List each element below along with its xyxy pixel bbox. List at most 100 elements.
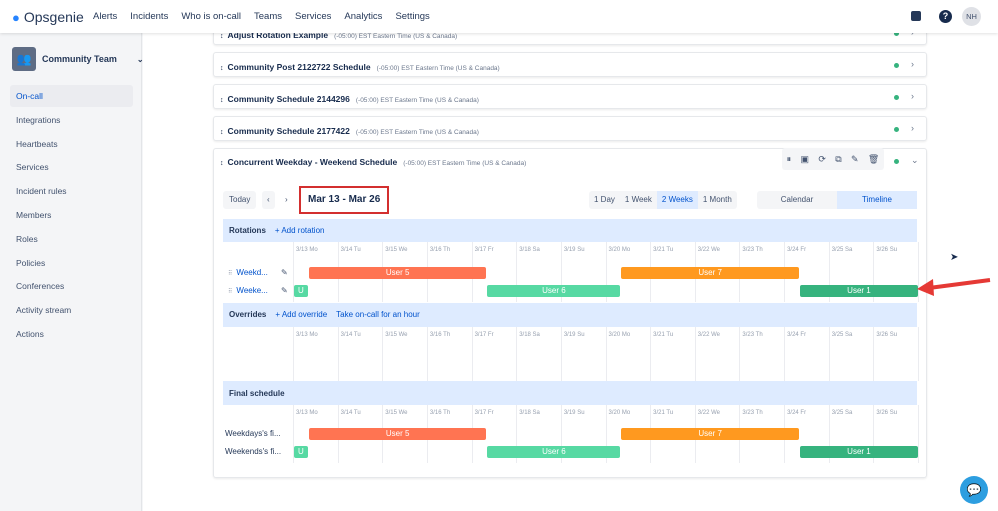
chevron-down-icon: ⌄ xyxy=(136,54,144,64)
schedule-title[interactable]: ↕ Adjust Rotation Example (-05:00) EST Eas… xyxy=(220,30,457,40)
grid-line xyxy=(694,327,696,381)
opsgenie-logo[interactable]: ● Opsgenie xyxy=(12,9,84,25)
drag-handle-icon[interactable]: ↕ xyxy=(220,160,224,167)
view-1-week[interactable]: 1 Week xyxy=(624,195,652,204)
rotation-row-label[interactable]: ⠿ Weekd... xyxy=(228,268,268,277)
shift-bar[interactable]: U xyxy=(294,446,308,458)
view-2-weeks[interactable]: 2 Weeks xyxy=(656,191,698,209)
shift-bar[interactable]: User 1 xyxy=(799,446,918,458)
schedule-title[interactable]: ↕ Community Schedule 2177422 (-05:00) EST … xyxy=(220,126,479,136)
mode-timeline[interactable]: Timeline xyxy=(837,191,917,209)
grid-line xyxy=(337,327,339,381)
sidebar-item-on-call[interactable]: On-call xyxy=(10,85,133,107)
nav-settings[interactable]: Settings xyxy=(395,11,430,22)
nav-incidents[interactable]: Incidents xyxy=(130,11,169,22)
edit-icon[interactable]: ✎ xyxy=(281,268,288,277)
grid-line xyxy=(873,327,875,381)
sync-icon[interactable]: ⟳ xyxy=(818,153,826,164)
shift-bar[interactable]: User 6 xyxy=(487,446,621,458)
drag-handle-icon[interactable]: ⠿ xyxy=(228,271,233,277)
grid-line xyxy=(516,405,518,463)
schedule-timezone: (-05:00) EST Eastern Time (US & Canada) xyxy=(355,129,479,136)
drag-handle-icon[interactable]: ↕ xyxy=(220,129,224,136)
rotation-row-label[interactable]: ⠿ Weeke... xyxy=(228,286,268,295)
apps-icon[interactable] xyxy=(911,11,921,21)
top-navigation: ● Opsgenie Alerts Incidents Who is on-call T… xyxy=(0,0,998,33)
status-dot xyxy=(894,159,899,164)
final-row-label[interactable]: Weekends's fi... xyxy=(225,447,281,456)
drag-handle-icon[interactable]: ↕ xyxy=(220,65,224,72)
day-label: 3/15 We xyxy=(385,332,408,338)
schedule-timezone: (-05:00) EST Eastern Time (US & Canada) xyxy=(376,65,500,72)
prev-button[interactable]: ‹ xyxy=(262,191,275,209)
drag-handle-icon[interactable]: ↕ xyxy=(220,97,224,104)
sidebar-item-services[interactable]: Services xyxy=(16,162,49,173)
day-label: 3/24 Fr xyxy=(787,332,807,338)
day-label: 3/26 Su xyxy=(876,332,898,338)
overrides-header: Overrides + Add override Take on-call for … xyxy=(223,303,917,327)
day-label: 3/16 Th xyxy=(429,410,451,416)
sidebar-item-integrations[interactable]: Integrations xyxy=(16,114,61,125)
help-icon[interactable]: ? xyxy=(939,10,952,23)
status-dot xyxy=(894,127,899,132)
red-arrow-annotation xyxy=(917,278,991,296)
add-override-link[interactable]: + Add override xyxy=(275,310,328,319)
day-label: 3/13 Mo xyxy=(296,332,318,338)
shift-bar[interactable]: User 7 xyxy=(621,267,799,279)
grid-line xyxy=(828,405,830,463)
drag-handle-icon[interactable]: ↕ xyxy=(220,33,224,40)
view-1-day[interactable]: 1 Day xyxy=(594,195,615,204)
shift-bar[interactable]: User 1 xyxy=(799,285,918,297)
sidebar-item-incident-rules[interactable]: Incident rules xyxy=(16,186,67,197)
user-avatar[interactable]: NH xyxy=(962,7,981,26)
status-dot xyxy=(894,31,899,36)
day-label: 3/14 Tu xyxy=(340,247,361,253)
chat-button[interactable]: 💬 xyxy=(960,476,988,504)
today-button[interactable]: Today xyxy=(223,191,257,209)
add-rotation-link[interactable]: + Add rotation xyxy=(274,226,325,235)
sidebar-item-conferences[interactable]: Conferences xyxy=(16,281,65,292)
nav-services[interactable]: Services xyxy=(294,11,332,22)
sidebar-item-members[interactable]: Members xyxy=(16,210,52,220)
copy-icon[interactable]: ⧉ xyxy=(835,153,842,164)
nav-alerts[interactable]: Alerts xyxy=(93,11,118,22)
shift-bar[interactable]: User 6 xyxy=(487,285,621,297)
final-row-label[interactable]: Weekdays's fi... xyxy=(225,429,281,438)
sidebar-item-actions[interactable]: Actions xyxy=(16,329,44,339)
shift-bar[interactable]: User 5 xyxy=(308,428,487,440)
day-label: 3/21 Tu xyxy=(653,410,674,416)
day-label: 3/18 Sa xyxy=(519,332,540,338)
next-button[interactable]: › xyxy=(285,195,288,204)
take-oncall-link[interactable]: Take on-call for an hour xyxy=(336,310,420,319)
schedule-card: ↕ Community Post 2122722 Schedule (-05:00)… xyxy=(213,52,927,77)
shift-bar[interactable]: U xyxy=(294,285,308,297)
edit-icon[interactable]: ✎ xyxy=(850,153,859,164)
grid-line xyxy=(605,405,607,463)
sidebar-item-heartbeats[interactable]: Heartbeats xyxy=(16,138,58,149)
chevron-right-icon[interactable]: › xyxy=(911,123,914,133)
view-1-month[interactable]: 1 Month xyxy=(702,195,732,204)
grid-line xyxy=(293,327,294,381)
chevron-right-icon[interactable]: › xyxy=(911,59,914,69)
sidebar-item-activity-stream[interactable]: Activity stream xyxy=(16,305,72,316)
shift-bar[interactable]: User 7 xyxy=(621,428,799,440)
mode-calendar[interactable]: Calendar xyxy=(780,195,814,204)
nav-teams[interactable]: Teams xyxy=(254,11,282,22)
schedule-title[interactable]: ↕ Community Schedule 2144296 (-05:00) EST … xyxy=(220,94,479,104)
sidebar-item-roles[interactable]: Roles xyxy=(16,233,38,244)
sidebar-item-policies[interactable]: Policies xyxy=(16,257,46,268)
nav-analytics[interactable]: Analytics xyxy=(344,11,383,22)
delete-icon[interactable]: 🗑 xyxy=(867,153,880,164)
calendar-icon[interactable]: ▣ xyxy=(800,153,810,164)
grid-line xyxy=(426,327,428,381)
nav-who-is-on-call[interactable]: Who is on-call xyxy=(181,11,241,22)
pause-icon[interactable]: ⏸ xyxy=(786,153,792,164)
edit-icon[interactable]: ✎ xyxy=(281,286,288,295)
team-selector[interactable]: 👥 Community Team ⌄ xyxy=(12,47,144,71)
shift-bar[interactable]: User 5 xyxy=(308,267,487,279)
chevron-right-icon[interactable]: › xyxy=(911,91,914,101)
drag-handle-icon[interactable]: ⠿ xyxy=(228,289,233,295)
schedule-title[interactable]: ↕ Concurrent Weekday - Weekend Schedule (-… xyxy=(220,157,526,167)
chevron-down-icon[interactable]: ⌄ xyxy=(911,155,919,165)
schedule-title[interactable]: ↕ Community Post 2122722 Schedule (-05:00)… xyxy=(220,62,500,72)
